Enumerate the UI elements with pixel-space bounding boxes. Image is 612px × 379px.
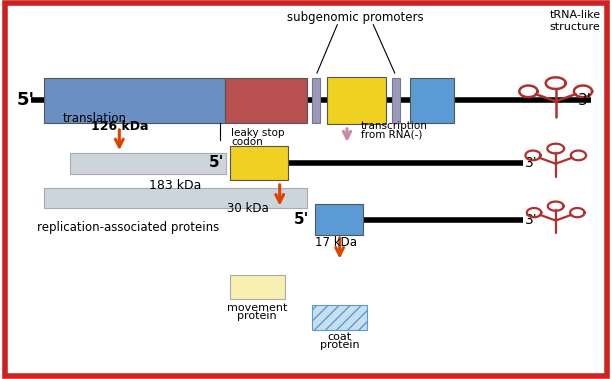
FancyBboxPatch shape — [315, 204, 363, 235]
Text: from RNA(-): from RNA(-) — [361, 130, 422, 139]
Text: 3': 3' — [578, 93, 591, 108]
Text: structure: structure — [550, 22, 600, 31]
Text: 126 kDa: 126 kDa — [91, 121, 148, 133]
FancyBboxPatch shape — [70, 153, 226, 174]
FancyBboxPatch shape — [312, 78, 320, 123]
Text: 17 kDa: 17 kDa — [315, 236, 357, 249]
FancyBboxPatch shape — [230, 275, 285, 299]
Text: transcription: transcription — [361, 121, 428, 131]
Text: protein: protein — [320, 340, 359, 350]
FancyBboxPatch shape — [44, 78, 225, 123]
Text: translation: translation — [63, 112, 127, 125]
FancyBboxPatch shape — [392, 78, 400, 123]
Text: subgenomic promoters: subgenomic promoters — [286, 11, 424, 23]
Text: 5': 5' — [208, 155, 224, 171]
Text: coat: coat — [327, 332, 352, 341]
Text: movement: movement — [227, 303, 287, 313]
Text: protein: protein — [237, 312, 277, 321]
FancyBboxPatch shape — [327, 77, 386, 124]
Text: tRNA-like: tRNA-like — [550, 10, 601, 20]
Text: leaky stop: leaky stop — [231, 128, 285, 138]
Text: 3': 3' — [525, 156, 537, 170]
FancyBboxPatch shape — [312, 305, 367, 330]
Text: 30 kDa: 30 kDa — [227, 202, 269, 215]
FancyBboxPatch shape — [225, 78, 307, 123]
FancyBboxPatch shape — [410, 78, 454, 123]
FancyBboxPatch shape — [44, 188, 307, 208]
Text: 183 kDa: 183 kDa — [149, 179, 202, 192]
Text: codon: codon — [231, 137, 263, 147]
FancyBboxPatch shape — [230, 146, 288, 180]
Text: 3': 3' — [525, 213, 537, 227]
Text: replication-associated proteins: replication-associated proteins — [37, 221, 220, 234]
Text: 5': 5' — [17, 91, 35, 110]
Text: 5': 5' — [293, 212, 309, 227]
